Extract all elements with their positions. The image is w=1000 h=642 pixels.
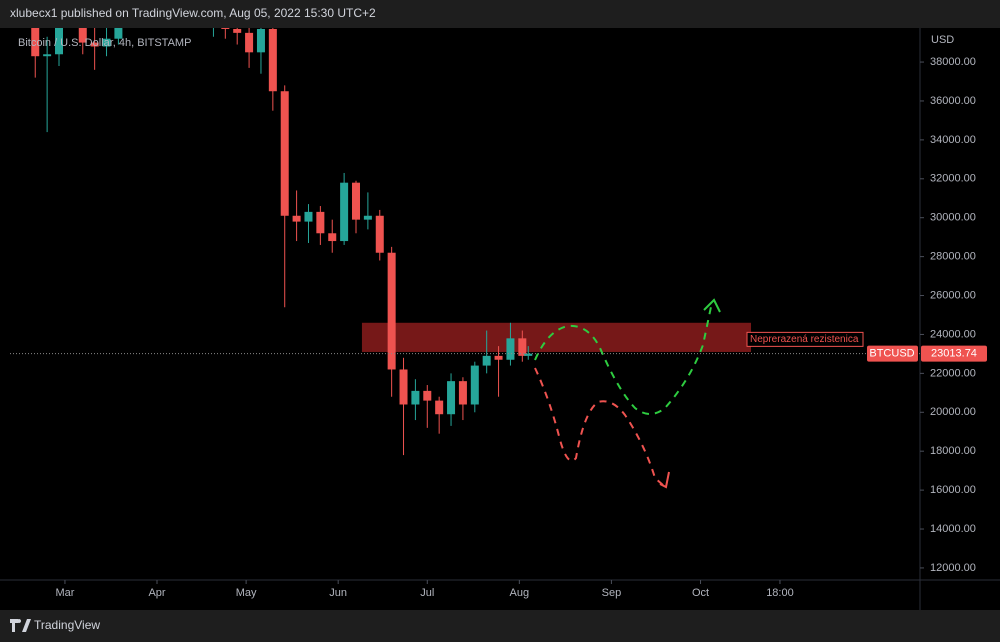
y-tick-label: 28000.00	[930, 251, 976, 263]
candle-body	[506, 338, 515, 360]
logo	[10, 619, 31, 632]
zone-label-box	[746, 331, 864, 347]
x-tick-label: Jul	[420, 587, 434, 599]
header-text: xlubecx1 published on TradingView.com, A…	[10, 6, 376, 20]
symbol-box	[867, 345, 918, 362]
y-tick-label: 34000.00	[930, 134, 976, 146]
candle-body	[363, 215, 372, 220]
x-tick-label: Aug	[510, 587, 530, 599]
price-box	[921, 345, 987, 362]
projection-line	[534, 301, 713, 415]
projection-up	[534, 298, 721, 415]
candle-body	[482, 355, 491, 366]
last-price-label: 23013.74	[931, 348, 977, 360]
candle-body	[256, 28, 265, 53]
projection-arrow	[659, 471, 670, 489]
x-tick-label: 18:00	[766, 587, 794, 599]
candle-body	[233, 28, 242, 33]
header-bar	[0, 0, 1000, 28]
resistance-zone	[361, 322, 752, 352]
symbol-label: BTCUSD	[869, 348, 914, 360]
y-tick-label: 12000.00	[930, 562, 976, 574]
candle-body	[340, 182, 349, 242]
y-tick-label: 30000.00	[930, 212, 976, 224]
candle-body	[31, 28, 40, 57]
zone-label: Neprerazená rezistenica	[750, 334, 859, 345]
candle-body	[387, 252, 396, 370]
y-tick-label: 32000.00	[930, 173, 976, 185]
candle-body	[375, 215, 384, 253]
plot-area	[31, 28, 752, 456]
footer-bar	[0, 610, 1000, 642]
projection-line	[534, 367, 665, 487]
candle-body	[304, 211, 313, 222]
candle-body	[316, 211, 325, 234]
candle-body	[78, 28, 87, 43]
y-tick-label: 38000.00	[930, 56, 976, 68]
y-tick-label: 26000.00	[930, 289, 976, 301]
candle-body	[423, 390, 432, 401]
projection-down	[534, 367, 670, 489]
candle-body	[268, 28, 277, 92]
candle-body	[524, 353, 533, 356]
chart-title: Bitcoin / U.S. Dollar, 4h, BITSTAMP	[18, 37, 191, 49]
candle-body	[458, 381, 467, 405]
candle-body	[411, 390, 420, 405]
x-tick-label: May	[236, 587, 257, 599]
y-tick-label: 20000.00	[930, 406, 976, 418]
y-tick-label: 18000.00	[930, 445, 976, 457]
candle-body	[447, 381, 456, 415]
candle-body	[43, 54, 52, 57]
candle-body	[494, 355, 503, 360]
y-tick-label: 16000.00	[930, 484, 976, 496]
candle-body	[328, 233, 337, 242]
candle-body	[280, 91, 289, 216]
x-tick-label: Sep	[602, 587, 622, 599]
y-tick-label: 14000.00	[930, 523, 976, 535]
chart-background	[0, 28, 1000, 610]
x-tick-label: Jun	[329, 587, 347, 599]
candle-body	[292, 215, 301, 222]
footer-text: TradingView	[34, 618, 100, 632]
candle-body	[55, 28, 64, 55]
candle-body	[245, 32, 254, 53]
x-tick-label: Apr	[148, 587, 165, 599]
x-tick-label: Mar	[55, 587, 74, 599]
x-tick-label: Oct	[692, 587, 709, 599]
y-tick-label: 36000.00	[930, 95, 976, 107]
candle-body	[435, 400, 444, 415]
candle-body	[352, 182, 361, 220]
y-tick-label: 24000.00	[930, 328, 976, 340]
candle-body	[221, 28, 230, 29]
y-tick-label: 22000.00	[930, 367, 976, 379]
candle-body	[90, 42, 99, 47]
candle-body	[114, 28, 123, 39]
candle-body	[399, 369, 408, 405]
candle-body	[518, 338, 527, 356]
projection-arrow	[703, 298, 721, 313]
candle-body	[470, 365, 479, 405]
y-unit: USD	[931, 34, 954, 46]
candle-body	[102, 38, 111, 47]
